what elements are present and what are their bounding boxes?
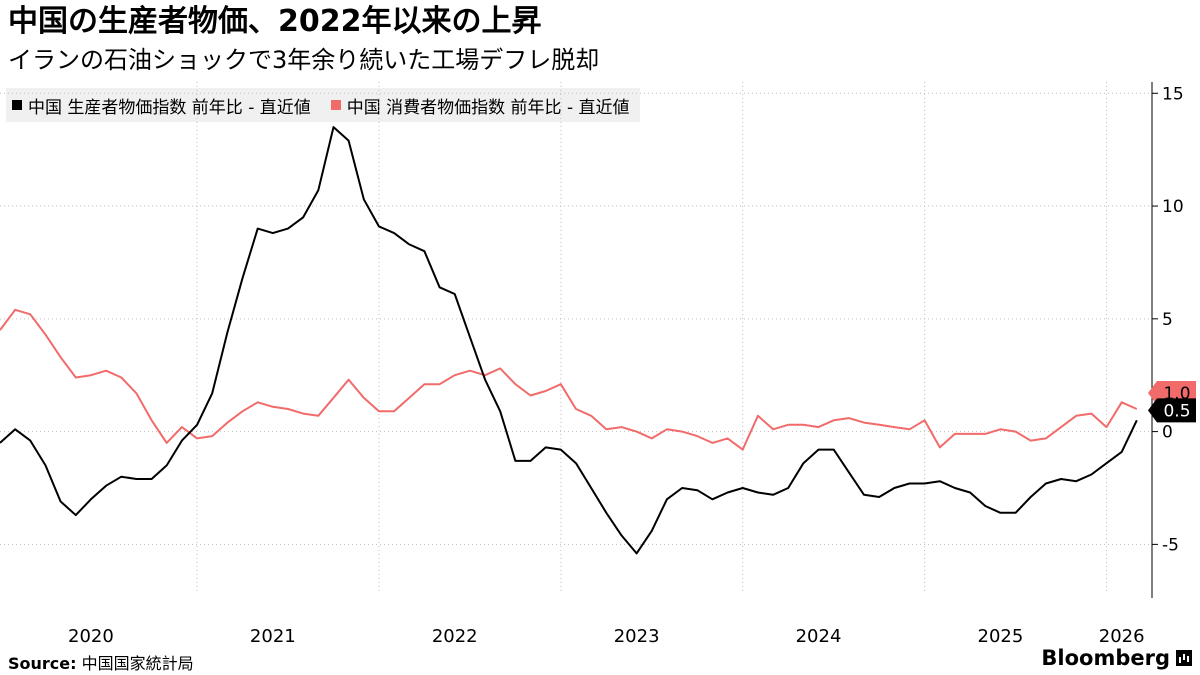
chart-title: 中国の生産者物価、2022年以来の上昇 [8, 4, 542, 39]
x-tick-label: 2026 [1099, 626, 1145, 647]
source-text: 中国国家統計局 [81, 654, 194, 673]
x-tick-label: 2023 [614, 626, 660, 647]
legend-item-cpi: 中国 消費者物価指数 前年比 - 直近値 [330, 93, 630, 118]
legend: 中国 生産者物価指数 前年比 - 直近値 中国 消費者物価指数 前年比 - 直近… [6, 88, 640, 122]
x-tick-label: 2020 [68, 626, 114, 647]
y-tick-label: 15 [1162, 84, 1184, 104]
y-tick-label: 10 [1162, 197, 1184, 217]
chart-subtitle: イランの石油ショックで3年余り続いた工場デフレ脱却 [8, 46, 600, 74]
x-tick-label: 2021 [250, 626, 296, 647]
series-line-cpi [0, 308, 1138, 451]
legend-swatch-ppi [12, 100, 22, 110]
source-note: Source: 中国国家統計局 [8, 650, 194, 674]
end-value-tag-ppi [1148, 398, 1196, 423]
brand-name: Bloomberg [1041, 646, 1170, 670]
x-tick-label: 2022 [432, 626, 478, 647]
y-tick-label: 0 [1162, 423, 1173, 443]
x-tick-label: 2024 [796, 626, 842, 647]
series-line-ppi [0, 126, 1138, 555]
series-layer [0, 126, 1138, 555]
legend-label-cpi: 中国 消費者物価指数 前年比 - 直近値 [346, 97, 630, 118]
legend-label-ppi: 中国 生産者物価指数 前年比 - 直近値 [28, 97, 311, 118]
grid-layer [0, 82, 1152, 594]
source-label: Source: [8, 654, 77, 673]
bloomberg-logo: Bloomberg [1041, 646, 1192, 670]
bloomberg-terminal-icon [1176, 650, 1192, 666]
y-tick-label: -5 [1162, 535, 1179, 555]
y-tick-label: 5 [1162, 310, 1173, 330]
x-tick-label: 2025 [978, 626, 1024, 647]
legend-item-ppi: 中国 生産者物価指数 前年比 - 直近値 [12, 93, 311, 118]
legend-swatch-cpi [330, 100, 341, 110]
end-value-label-ppi: 0.5 [1163, 401, 1190, 421]
